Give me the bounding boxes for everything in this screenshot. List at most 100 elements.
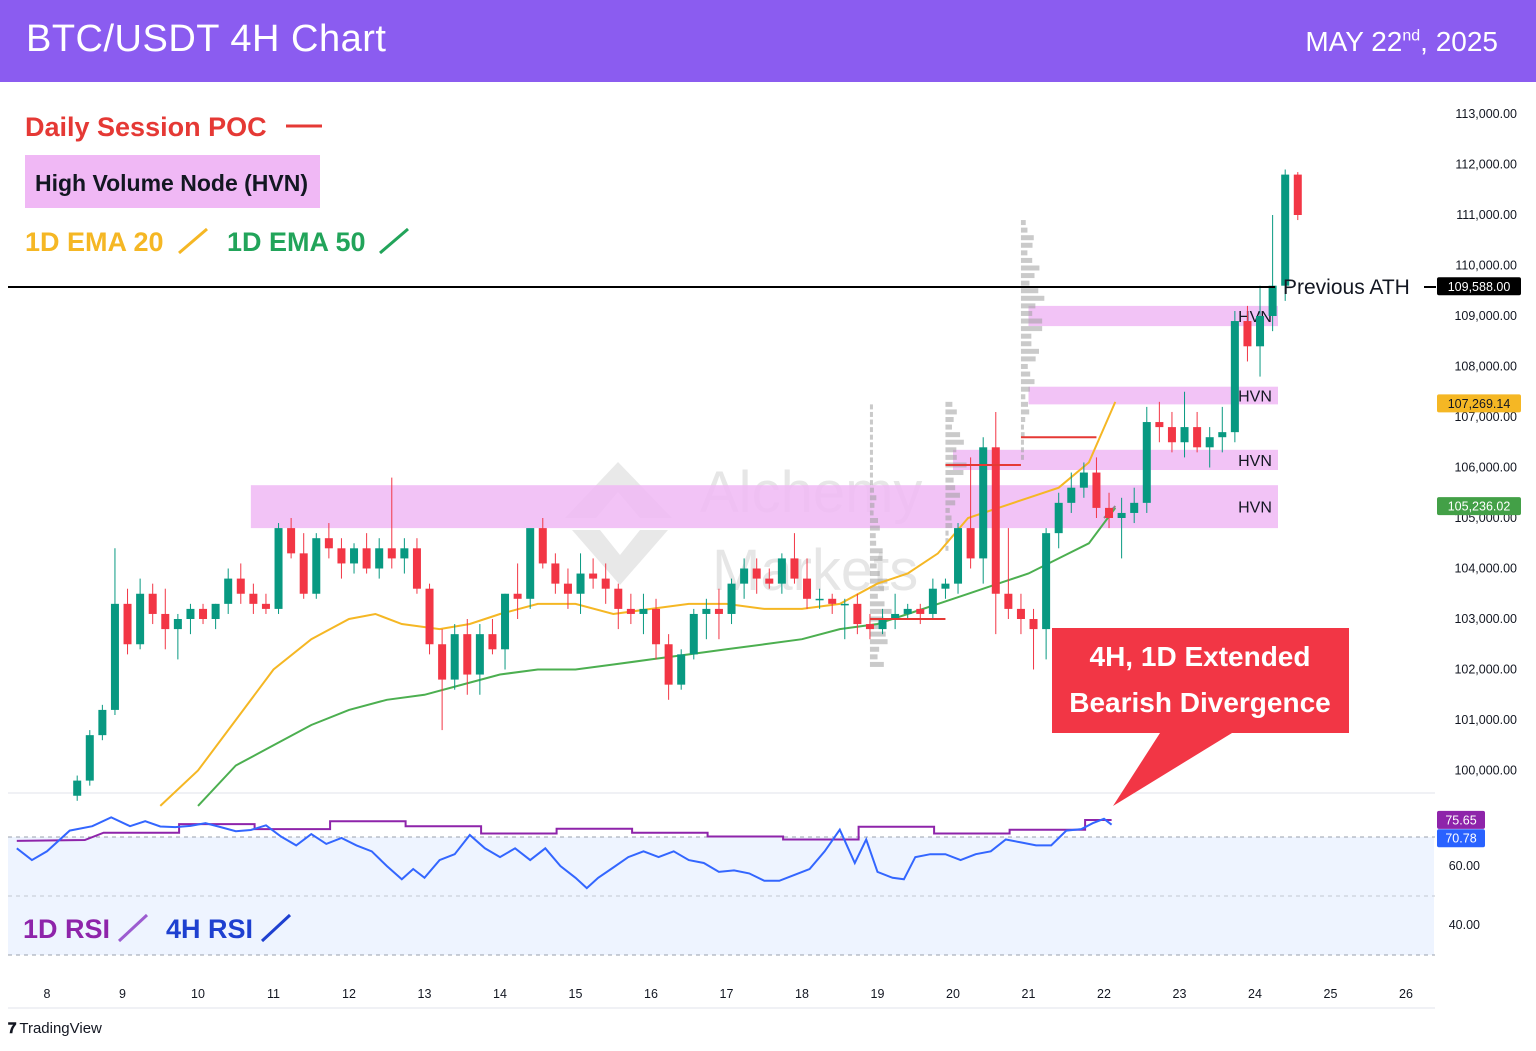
- volume-profile-bar: [945, 477, 954, 483]
- volume-profile-bar: [869, 646, 880, 652]
- volume-profile-bar: [945, 432, 961, 438]
- price-axis[interactable]: 113,000.00 112,000.00 111,000.00 110,000.00…: [1454, 107, 1517, 778]
- candle-body: [1016, 608, 1025, 619]
- time-tick-label: 23: [1173, 987, 1187, 1001]
- ema50-line: [197, 507, 1117, 807]
- volume-profile-bar: [945, 492, 960, 498]
- hvn-zone-label: HVN: [1238, 500, 1272, 517]
- volume-profile-bar: [1020, 417, 1026, 422]
- volume-profile-bar: [1020, 432, 1025, 438]
- candle-body: [865, 624, 874, 630]
- legend-ema50-label: 1D EMA 50: [227, 227, 366, 257]
- candle-body: [211, 603, 220, 619]
- ema50-price-label-bg: [1437, 497, 1521, 516]
- hvn-zone-label: HVN: [1238, 389, 1272, 406]
- candle-body: [1205, 437, 1214, 448]
- time-tick-label: 17: [720, 987, 734, 1001]
- candle-body: [878, 619, 887, 630]
- volume-profile-bar: [869, 601, 885, 607]
- volume-profile-bar: [1020, 257, 1033, 263]
- time-axis[interactable]: 8 9 10 11 12 13 14 15 16 17 18 19 20 21 22 23 24 25 26: [44, 987, 1413, 1001]
- candle-body: [576, 573, 585, 594]
- time-tick-label: 22: [1097, 987, 1111, 1001]
- candle-body: [1042, 533, 1051, 630]
- volume-profile-bar: [1020, 318, 1043, 324]
- volume-profile-bar: [945, 500, 956, 506]
- volume-profile-bar: [1020, 280, 1030, 286]
- candle-body: [1167, 427, 1176, 443]
- candle-body: [639, 608, 648, 614]
- volume-profile-bar: [945, 470, 964, 476]
- tradingview-brand: TradingView: [19, 1020, 102, 1037]
- candle-body: [614, 588, 623, 609]
- chart-title: BTC/USDT 4H Chart: [26, 18, 387, 60]
- price-tick-label: 101,000.00: [1454, 713, 1517, 727]
- candle-body: [412, 548, 421, 589]
- callout-line2: Bearish Divergence: [1069, 687, 1330, 718]
- candle-body: [790, 558, 799, 579]
- candle-body: [98, 709, 107, 736]
- volume-profile-bar: [1020, 386, 1030, 392]
- volume-profile-bar: [1020, 363, 1028, 369]
- legend-rsi4h-label: 4H RSI: [166, 914, 253, 944]
- price-tick-label: 110,000.00: [1455, 259, 1517, 273]
- price-tick-label: 112,000.00: [1455, 158, 1517, 172]
- volume-profile-bar: [945, 538, 949, 544]
- hvn-zone: [1028, 305, 1278, 327]
- candle-body: [601, 578, 610, 589]
- candle-body: [702, 608, 711, 614]
- candle-body: [815, 598, 824, 601]
- candle-body: [475, 634, 484, 675]
- candle-body: [337, 548, 346, 564]
- candle-body: [828, 598, 837, 604]
- price-tick-label: 106,000.00: [1454, 461, 1517, 475]
- candle-body: [513, 593, 522, 599]
- rsi4h-line: [16, 816, 1113, 890]
- candle-body: [777, 558, 786, 584]
- price-tick-label: 100,000.00: [1454, 764, 1517, 778]
- time-tick-label: 11: [267, 987, 280, 1001]
- previous-ath: Previous ATH: [8, 276, 1436, 299]
- candle-body: [362, 548, 371, 569]
- tradingview-logo[interactable]: 𝟕 TradingView: [8, 1020, 102, 1037]
- rsi-axis[interactable]: 60.00 40.00 75.65 70.78: [1437, 810, 1485, 932]
- candle-body: [1079, 472, 1088, 488]
- volume-profile-bar: [869, 502, 875, 508]
- volume-profile-bar: [869, 518, 879, 523]
- candle-body: [1230, 321, 1239, 433]
- volume-profile-bar: [945, 454, 957, 460]
- candle-body: [891, 613, 900, 619]
- volume-profile-bar: [869, 586, 884, 592]
- candle-body: [463, 634, 472, 675]
- volume-profile-bar: [869, 654, 878, 660]
- time-tick-label: 18: [795, 987, 809, 1001]
- time-tick-label: 26: [1399, 987, 1413, 1001]
- candle-body: [199, 608, 208, 619]
- volume-profile-bar: [1020, 341, 1032, 347]
- candle-body: [652, 608, 661, 645]
- candle-body: [928, 588, 937, 614]
- candles: [73, 169, 1302, 801]
- legend-ema50-swatch: [379, 227, 409, 255]
- volume-profile-bar: [869, 472, 873, 478]
- volume-profile-bar: [869, 548, 883, 554]
- volume-profile-bar: [1020, 242, 1033, 248]
- price-tick-label: 109,000.00: [1454, 309, 1517, 323]
- volume-profile-bar: [1020, 288, 1039, 294]
- candle-body: [136, 593, 145, 645]
- volume-profile-bar: [1020, 326, 1043, 332]
- volume-profile-bar: [869, 434, 873, 440]
- callout-line1: 4H, 1D Extended: [1090, 641, 1311, 672]
- date-year: , 2025: [1420, 26, 1498, 57]
- time-tick-label: 24: [1248, 987, 1262, 1001]
- price-tick-label: 104,000.00: [1454, 562, 1517, 576]
- candle-body: [1218, 432, 1227, 438]
- volume-profile-bar: [1020, 227, 1028, 233]
- volume-profile-bar: [1020, 394, 1026, 400]
- volume-profile-bar: [945, 409, 957, 415]
- volume-profile-bar: [869, 442, 873, 448]
- volume-profile-bar: [869, 525, 880, 531]
- volume-profile-bar: [869, 639, 888, 645]
- candle-body: [1054, 502, 1063, 534]
